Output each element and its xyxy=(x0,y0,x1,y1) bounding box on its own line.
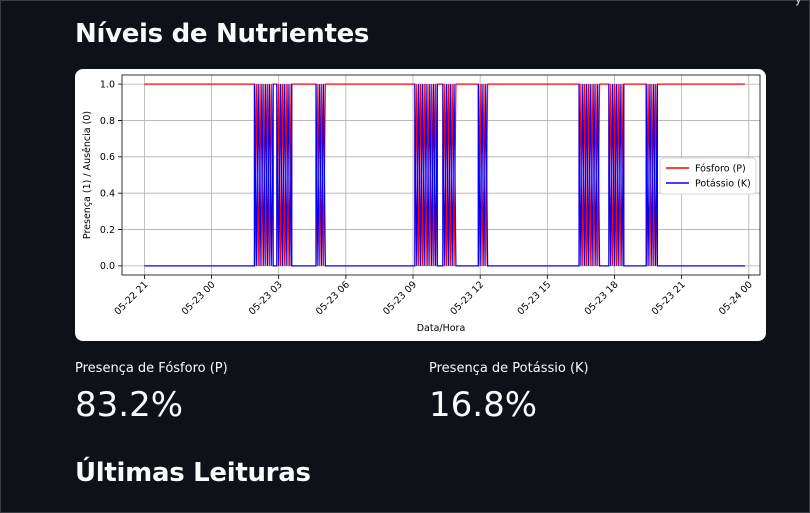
metric-potassium-label: Presença de Potássio (K) xyxy=(429,361,589,376)
chart-card: 0.0 0.2 0.4 0.6 0.8 1.0 05-22 21 05-23 00 05-23… xyxy=(75,69,766,341)
metric-phosphorus-value: 83.2% xyxy=(75,385,184,425)
x-tick-label: 05-23 18 xyxy=(583,279,621,317)
legend-label-potassium: Potássio (K) xyxy=(695,179,751,190)
corner-glyph: y xyxy=(795,0,802,6)
nutrient-chart: 0.0 0.2 0.4 0.6 0.8 1.0 05-22 21 05-23 00 05-23… xyxy=(82,74,761,334)
x-axis-label: Data/Hora xyxy=(417,323,466,334)
nutrients-heading: Níveis de Nutrientes xyxy=(75,19,370,49)
y-axis-label: Presença (1) / Ausência (0) xyxy=(82,111,93,239)
metric-potassium-value: 16.8% xyxy=(429,385,538,425)
plot-frame xyxy=(121,74,761,276)
y-tick-label: 0.0 xyxy=(100,261,115,272)
x-tick-label: 05-23 03 xyxy=(247,279,285,317)
y-tick-label: 0.4 xyxy=(100,188,115,199)
legend: Fósforo (P) Potássio (K) xyxy=(659,157,757,195)
x-tick-label: 05-23 06 xyxy=(314,279,352,317)
y-tick-label: 0.6 xyxy=(100,152,115,163)
x-tick-label: 05-24 00 xyxy=(717,279,755,317)
x-axis-ticks: 05-22 21 05-23 00 05-23 03 05-23 06 05-23 09… xyxy=(113,275,755,317)
x-tick-label: 05-23 09 xyxy=(381,279,419,317)
legend-label-phosphorus: Fósforo (P) xyxy=(695,164,746,175)
x-tick-label: 05-23 00 xyxy=(180,279,218,317)
y-axis-ticks: 0.0 0.2 0.4 0.6 0.8 1.0 xyxy=(100,79,122,272)
series xyxy=(144,83,746,267)
y-tick-label: 0.2 xyxy=(100,225,115,236)
x-tick-label: 05-23 12 xyxy=(448,279,486,317)
legend-box xyxy=(659,157,757,195)
x-tick-label: 05-23 15 xyxy=(515,279,553,317)
x-tick-label: 05-23 21 xyxy=(650,279,688,317)
metric-potassium: Presença de Potássio (K) 16.8% xyxy=(429,361,589,425)
y-tick-label: 0.8 xyxy=(100,116,115,127)
series-line-potassium xyxy=(144,84,746,267)
metric-phosphorus-label: Presença de Fósforo (P) xyxy=(75,361,228,376)
x-tick-label: 05-22 21 xyxy=(113,279,151,317)
metric-phosphorus: Presença de Fósforo (P) 83.2% xyxy=(75,361,228,425)
last-readings-heading: Últimas Leituras xyxy=(75,458,311,488)
y-tick-label: 1.0 xyxy=(100,79,115,90)
